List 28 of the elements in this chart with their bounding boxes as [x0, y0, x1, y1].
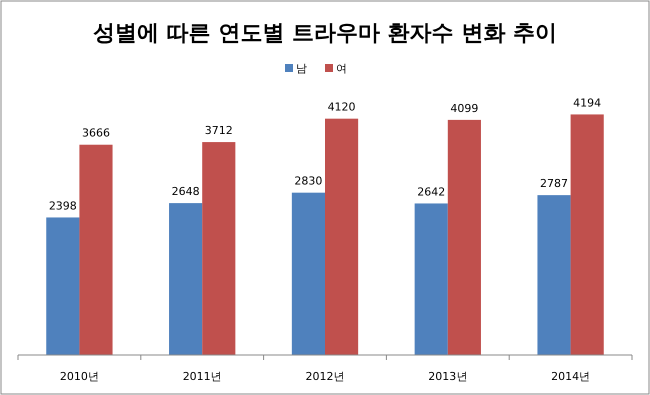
x-tick-label: 2014년 — [551, 370, 590, 383]
data-label: 2648 — [172, 185, 200, 198]
bar — [448, 120, 481, 355]
x-tick-label: 2012년 — [306, 370, 344, 383]
bar — [414, 203, 448, 355]
bar — [292, 192, 325, 355]
data-label: 2398 — [48, 199, 77, 212]
bar — [202, 142, 236, 355]
data-label: 3712 — [204, 124, 233, 138]
data-label: 4099 — [450, 102, 478, 115]
data-label: 4120 — [328, 100, 356, 114]
x-tick-label: 2011년 — [182, 370, 222, 383]
x-tick-label: 2013년 — [428, 370, 468, 383]
bar — [79, 144, 113, 355]
data-label: 2787 — [540, 177, 568, 190]
legend-label: 여 — [336, 62, 347, 75]
x-tick-label: 2010년 — [60, 370, 99, 383]
bar — [169, 203, 202, 355]
bar — [570, 114, 604, 355]
data-label: 3666 — [82, 126, 110, 140]
data-label: 2830 — [294, 174, 322, 188]
bar — [46, 217, 80, 355]
bar — [325, 118, 358, 355]
chart-title: 성별에 따른 연도별 트라우마 환자수 변화 추이 — [93, 21, 557, 46]
bar — [537, 195, 571, 355]
data-label: 2642 — [417, 185, 446, 198]
legend-label: 남 — [296, 62, 307, 75]
data-label: 4194 — [573, 96, 602, 110]
